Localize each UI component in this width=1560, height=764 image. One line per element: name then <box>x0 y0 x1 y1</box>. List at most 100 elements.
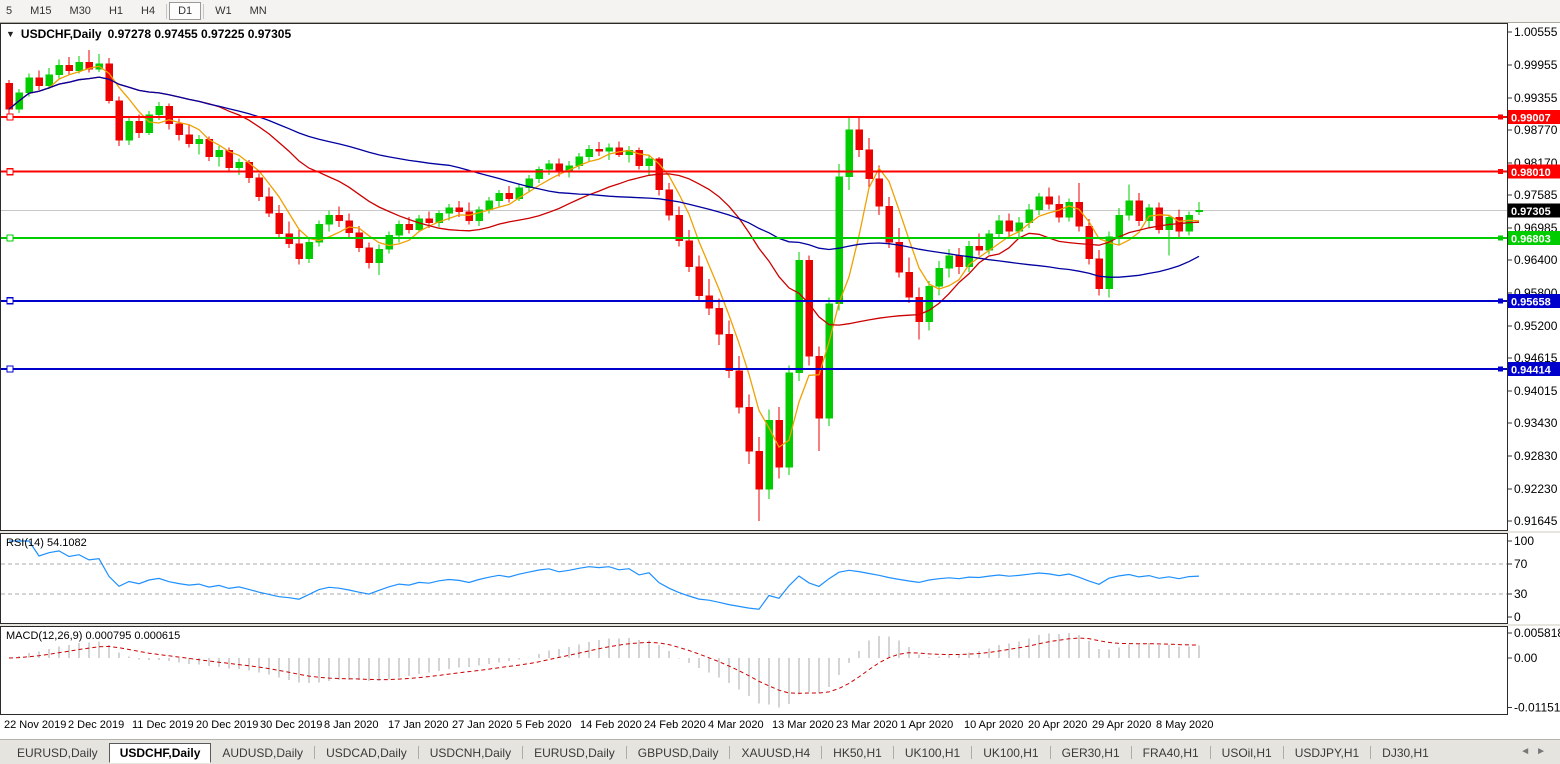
chart-tab-xauusd-h4[interactable]: XAUUSD,H4 <box>741 745 811 760</box>
chart-tab-usoil-h1[interactable]: USOil,H1 <box>1221 745 1272 760</box>
macd-indicator-label: MACD(12,26,9) 0.000795 0.000615 <box>6 630 181 642</box>
chart-tab-uk100-h1[interactable]: UK100,H1 <box>904 745 961 760</box>
svg-text:0: 0 <box>1514 610 1521 624</box>
svg-text:70: 70 <box>1514 557 1528 571</box>
tabs-scroll-right-icon[interactable]: ► <box>1536 746 1552 757</box>
toolbar-separator <box>203 3 205 19</box>
chart-tab-fra40-h1[interactable]: FRA40,H1 <box>1142 745 1199 760</box>
rsi-line <box>9 540 1200 610</box>
tab-separator <box>1049 746 1051 759</box>
chart-tab-eurusd-daily[interactable]: EURUSD,Daily <box>534 745 615 760</box>
svg-text:0.94615: 0.94615 <box>1514 351 1558 365</box>
chart-tab-usdcnh-daily[interactable]: USDCNH,Daily <box>429 745 512 760</box>
chart-tab-usdcad-daily[interactable]: USDCAD,Daily <box>326 745 407 760</box>
timeframe-button-m15[interactable]: M15 <box>30 5 52 17</box>
rsi-indicator-label: RSI(14) 54.1082 <box>6 537 87 549</box>
svg-text:100: 100 <box>1514 534 1534 548</box>
tab-separator <box>522 746 524 759</box>
macd-axis[interactable]: 0.005818 0.00 -0.011514 <box>1508 626 1560 714</box>
date-label: 30 Dec 2019 <box>260 719 323 731</box>
macd-histogram <box>18 633 1200 708</box>
tabs-scroll-nav[interactable]: ◄► <box>1520 746 1552 757</box>
svg-text:0.96803: 0.96803 <box>1511 233 1551 245</box>
date-label: 29 Apr 2020 <box>1092 719 1152 731</box>
date-label: 4 Mar 2020 <box>708 719 764 731</box>
svg-text:0.95200: 0.95200 <box>1514 319 1558 333</box>
moving-average-45 <box>8 76 1200 278</box>
moving-average-5 <box>8 65 1200 449</box>
date-label: 20 Apr 2020 <box>1028 719 1088 731</box>
ohlc-readout: 0.97278 0.97455 0.97225 0.97305 <box>107 27 292 41</box>
svg-text:0.92230: 0.92230 <box>1514 482 1558 496</box>
svg-text:0.97585: 0.97585 <box>1514 188 1558 202</box>
chart-tab-eurusd-daily[interactable]: EURUSD,Daily <box>17 745 98 760</box>
date-label: 20 Dec 2019 <box>196 719 259 731</box>
time-axis[interactable]: 22 Nov 2019 2 Dec 2019 11 Dec 2019 20 Dec 2… <box>0 715 1560 739</box>
chart-tab-gbpusd-daily[interactable]: GBPUSD,Daily <box>637 745 719 760</box>
macd-panel[interactable]: MACD(12,26,9) 0.000795 0.000615 0.005818… <box>0 626 1560 715</box>
tab-separator <box>314 746 316 759</box>
svg-text:0.98770: 0.98770 <box>1514 123 1558 137</box>
svg-text:0.92830: 0.92830 <box>1514 449 1558 463</box>
svg-text:0.94015: 0.94015 <box>1514 384 1558 398</box>
chart-tab-ger30-h1[interactable]: GER30,H1 <box>1061 745 1120 760</box>
date-label: 27 Jan 2020 <box>452 719 513 731</box>
price-axis[interactable]: 1.005550.999550.993550.987700.981700.975… <box>1508 25 1560 528</box>
svg-text:0.98010: 0.98010 <box>1511 167 1551 179</box>
timeframe-button-m30[interactable]: M30 <box>69 5 91 17</box>
date-label: 5 Feb 2020 <box>516 719 572 731</box>
timeframe-button-h4[interactable]: H4 <box>141 5 156 17</box>
candlestick-chart[interactable]: 1.005550.999550.993550.987700.981700.975… <box>0 23 1560 531</box>
timeframe-button-5[interactable]: 5 <box>6 5 13 17</box>
date-label: 11 Dec 2019 <box>132 719 194 731</box>
tab-separator <box>821 746 823 759</box>
svg-text:0.95658: 0.95658 <box>1511 296 1551 308</box>
chart-symbol-header: ▼ USDCHF,Daily 0.97278 0.97455 0.97225 0… <box>6 27 291 41</box>
rsi-panel[interactable]: RSI(14) 54.1082 100 70 30 0 <box>0 533 1560 624</box>
tab-separator <box>625 746 627 759</box>
chart-tab-audusd-daily[interactable]: AUDUSD,Daily <box>222 745 304 760</box>
moving-average-20 <box>8 76 1200 326</box>
timeframe-button-mn[interactable]: MN <box>249 5 267 17</box>
tab-separator <box>1209 746 1211 759</box>
svg-text:0.00: 0.00 <box>1514 651 1538 665</box>
horizontal-lines[interactable] <box>1 113 1507 373</box>
svg-text:1.00555: 1.00555 <box>1514 25 1558 39</box>
chart-tab-uk100-h1[interactable]: UK100,H1 <box>983 745 1039 760</box>
timeframe-toolbar: 5 M15 M30 H1 H4 D1 W1 MN <box>0 0 1560 23</box>
svg-text:0.99007: 0.99007 <box>1511 112 1551 124</box>
date-label: 8 Jan 2020 <box>324 719 379 731</box>
rsi-axis[interactable]: 100 70 30 0 <box>1508 534 1534 624</box>
price-chart-panel[interactable]: ▼ USDCHF,Daily 0.97278 0.97455 0.97225 0… <box>0 23 1560 531</box>
tab-separator <box>892 746 894 759</box>
symbol-name: USDCHF,Daily <box>20 27 102 41</box>
chart-tab-dj30-h1[interactable]: DJ30,H1 <box>1382 745 1429 760</box>
timeframe-button-h1[interactable]: H1 <box>108 5 123 17</box>
svg-text:30: 30 <box>1514 587 1528 601</box>
tabs-scroll-left-icon[interactable]: ◄ <box>1520 746 1537 757</box>
tab-separator <box>1130 746 1132 759</box>
svg-text:-0.011514: -0.011514 <box>1514 700 1560 714</box>
date-label: 8 May 2020 <box>1156 719 1214 731</box>
macd-plot[interactable]: 0.005818 0.00 -0.011514 <box>0 626 1560 715</box>
tab-separator <box>971 746 973 759</box>
date-label: 17 Jan 2020 <box>388 719 449 731</box>
timeframe-button-d1[interactable]: D1 <box>169 2 202 20</box>
chart-tab-usdchf-daily[interactable]: USDCHF,Daily <box>108 742 212 763</box>
candles[interactable] <box>5 49 1203 521</box>
chart-tab-hk50-h1[interactable]: HK50,H1 <box>833 745 882 760</box>
symbol-dropdown-icon[interactable]: ▼ <box>6 29 15 39</box>
chart-tab-usdjpy-h1[interactable]: USDJPY,H1 <box>1294 745 1360 760</box>
tab-separator <box>729 746 731 759</box>
svg-text:0.99955: 0.99955 <box>1514 58 1558 72</box>
timeframe-button-w1[interactable]: W1 <box>215 5 232 17</box>
tab-separator <box>417 746 419 759</box>
date-label: 13 Mar 2020 <box>772 719 834 731</box>
svg-text:0.93430: 0.93430 <box>1514 416 1558 430</box>
date-label: 22 Nov 2019 <box>4 719 67 731</box>
tab-separator <box>1282 746 1284 759</box>
macd-signal-line <box>8 637 1200 694</box>
rsi-plot[interactable]: 100 70 30 0 <box>0 533 1560 624</box>
svg-text:0.005818: 0.005818 <box>1514 626 1560 640</box>
svg-text:0.96400: 0.96400 <box>1514 253 1558 267</box>
